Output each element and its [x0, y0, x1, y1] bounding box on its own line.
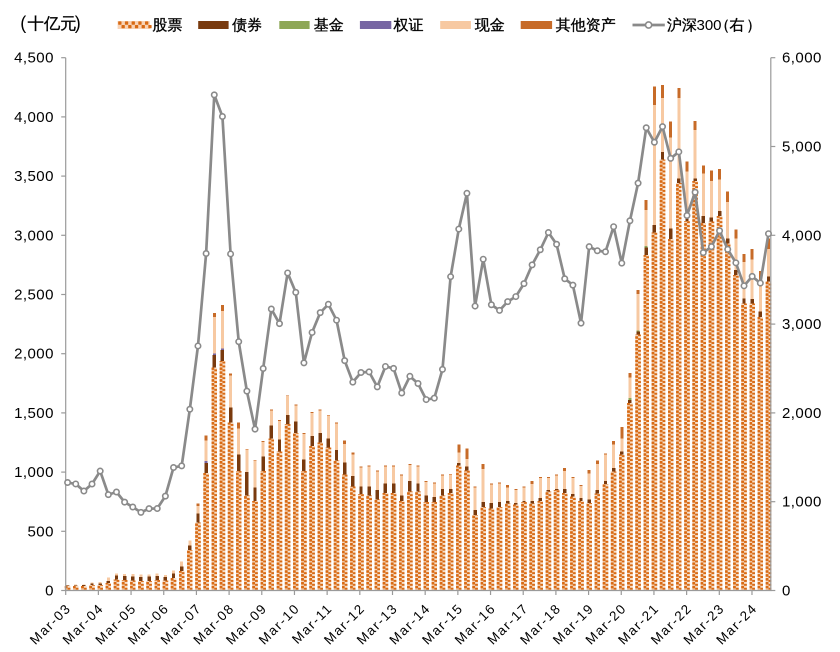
svg-text:300: 300 — [697, 17, 722, 34]
svg-text:2,500: 2,500 — [14, 287, 54, 304]
svg-text:4,000: 4,000 — [14, 109, 54, 126]
svg-text:2,000: 2,000 — [14, 346, 54, 363]
svg-text:3,000: 3,000 — [782, 316, 822, 333]
svg-text:3,000: 3,000 — [14, 227, 54, 244]
svg-text:0: 0 — [782, 583, 791, 600]
svg-text:): ) — [75, 13, 81, 33]
svg-text:4,500: 4,500 — [14, 50, 54, 67]
svg-text:5,000: 5,000 — [782, 139, 822, 156]
svg-text:0: 0 — [45, 583, 54, 600]
svg-text:4,000: 4,000 — [782, 227, 822, 244]
svg-text:1,000: 1,000 — [14, 464, 54, 481]
svg-text:1,500: 1,500 — [14, 405, 54, 422]
svg-text:1,000: 1,000 — [782, 494, 822, 511]
svg-text:3,500: 3,500 — [14, 168, 54, 185]
svg-text:(: ( — [20, 13, 26, 33]
svg-text:6,000: 6,000 — [782, 50, 822, 67]
svg-text:2,000: 2,000 — [782, 405, 822, 422]
svg-text:500: 500 — [28, 523, 54, 540]
